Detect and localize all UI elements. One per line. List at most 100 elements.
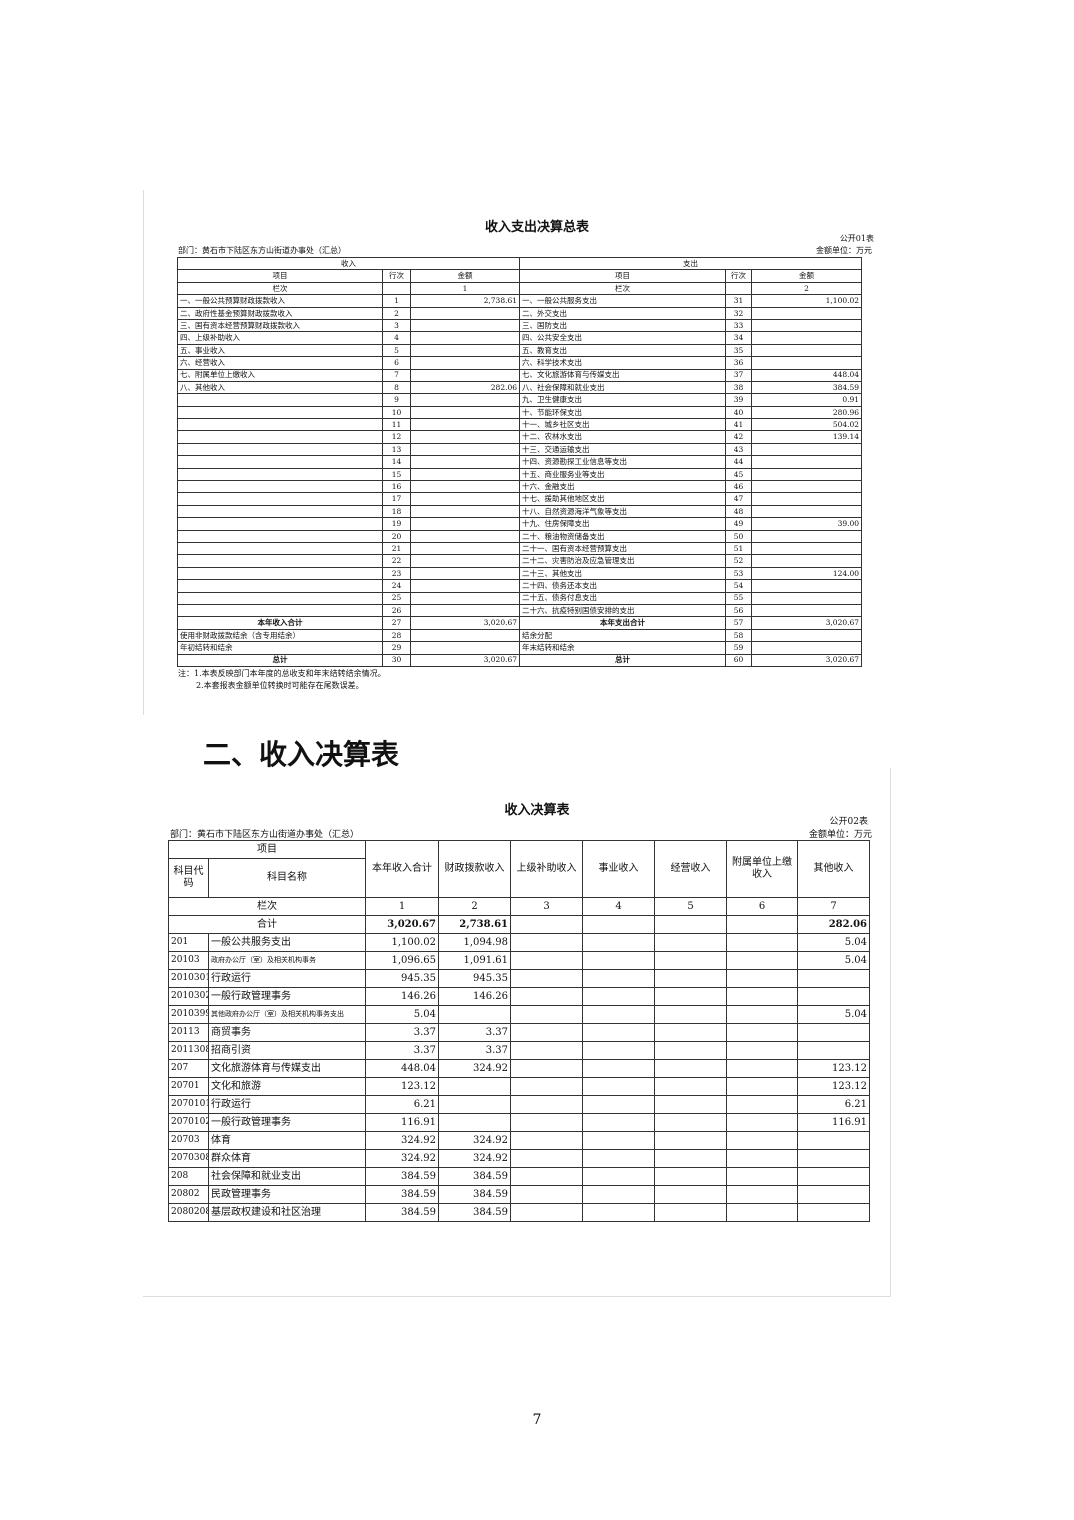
cell [409, 442, 521, 457]
cell: 53 [725, 566, 753, 581]
cell: 年末结转和结余 [519, 641, 727, 655]
row: 17 十七、援助其他地区支出 47 [177, 492, 863, 506]
row: 项目 行次 金额 项目 行次 金额 [177, 269, 863, 283]
cell [751, 628, 863, 643]
cell [409, 541, 521, 556]
cell: 60 [725, 653, 753, 667]
cell: 2 [438, 897, 511, 916]
cell: 栏次 [168, 897, 366, 916]
cell [726, 969, 798, 988]
cell: 51 [725, 541, 753, 556]
cell [409, 504, 521, 519]
cell: 35 [725, 343, 753, 358]
cell: 政府办公厅（室）及相关机构事务 [208, 951, 366, 970]
cell [582, 1023, 655, 1042]
cell: 栏次 [519, 281, 727, 296]
cell [510, 1131, 583, 1150]
cell: 384.59 [365, 1167, 439, 1186]
cell: 十八、自然资源海洋气象等支出 [519, 504, 727, 519]
cell [582, 1185, 655, 1204]
cell: 一般行政管理事务 [208, 987, 366, 1006]
cell: 使用非财政拨款结余（含专用结余） [177, 628, 383, 643]
cell: 二十四、债务还本支出 [519, 579, 727, 593]
cell: 13 [382, 442, 411, 457]
cell: 26 [382, 603, 411, 618]
row: 16 十六、金融支出 46 [177, 480, 863, 494]
cell: 1,100.02 [365, 933, 439, 952]
cell [177, 529, 383, 544]
table-title: 收入支出决算总表 [484, 220, 589, 235]
cell [409, 554, 521, 568]
row: 10 十、节能环保支出 40 280.96 [177, 405, 863, 420]
cell: 201 [168, 933, 209, 952]
row: 20103 政府办公厅（室）及相关机构事务 1,096.65 1,091.61 5.04 [168, 951, 870, 970]
cell: 1 [409, 281, 521, 296]
cell: 金额 [751, 269, 863, 283]
cell: 2,738.61 [409, 294, 521, 308]
cell [582, 951, 655, 970]
cell [751, 318, 863, 333]
cell: 行政运行 [208, 1095, 366, 1114]
cell [726, 933, 798, 952]
cell [177, 467, 383, 482]
cell: 36 [725, 356, 753, 370]
cell [438, 1095, 511, 1114]
cell [177, 455, 383, 469]
cell: 43 [725, 442, 753, 457]
row: 21 二十一、国有资本经营预算支出 51 [177, 541, 863, 556]
row: 本年收入合计 27 3,020.67 本年支出合计 57 3,020.67 [177, 616, 863, 630]
cell: 十五、商业服务业等支出 [519, 467, 727, 482]
row: 八、其他收入 8 282.06 八、社会保障和就业支出 38 384.59 [177, 380, 863, 395]
frame-line [143, 190, 144, 715]
cell: 15 [382, 467, 411, 482]
cell: 46 [725, 480, 753, 494]
cell: 22 [382, 554, 411, 568]
row: 使用非财政拨款结余（含专用结余） 28 结余分配 58 [177, 628, 863, 643]
cell [654, 1041, 727, 1060]
table-title: 收入决算表 [504, 803, 570, 818]
cell: 2011308 [168, 1041, 209, 1060]
cell [409, 492, 521, 506]
cell: 三、国防支出 [519, 318, 727, 333]
cell: 14 [382, 455, 411, 469]
cell: 41 [725, 418, 753, 432]
cell: 384.59 [438, 1203, 511, 1222]
cell: 3 [510, 897, 583, 916]
cell [751, 455, 863, 469]
cell [751, 529, 863, 544]
cell [797, 969, 870, 988]
cell [654, 1185, 727, 1204]
cell: 科目名称 [208, 858, 366, 898]
cell [177, 492, 383, 506]
cell: 59 [725, 641, 753, 655]
cell [654, 1023, 727, 1042]
cell: 123.12 [797, 1059, 870, 1078]
cell: 六、科学技术支出 [519, 356, 727, 370]
cell: 58 [725, 628, 753, 643]
cell [409, 628, 521, 643]
cell [797, 987, 870, 1006]
row: 14 十四、资源勘探工业信息等支出 44 [177, 455, 863, 469]
summary-table: 收入 支出 项目 行次 金额 项目 行次 金额 栏次 1 栏次 2 一、一般公共预算财政拨款收入 1 2,7… [176, 256, 863, 667]
cell: 十、节能环保支出 [519, 405, 727, 420]
cell [751, 442, 863, 457]
row: 23 二十三、其他支出 53 124.00 [177, 566, 863, 581]
cell [409, 517, 521, 531]
cell [409, 356, 521, 370]
cell [751, 591, 863, 605]
cell [751, 641, 863, 655]
income-table: 项目 本年收入合计 财政拨款收入 上级补助收入 事业收入 经营收入 附属单位上缴收入 其他收入… [168, 840, 870, 1222]
cell [654, 951, 727, 970]
cell: 7 [382, 368, 411, 382]
cell: 116.91 [797, 1113, 870, 1132]
cell: 十九、住房保障支出 [519, 517, 727, 531]
cell: 47 [725, 492, 753, 506]
cell: 55 [725, 591, 753, 605]
cell [797, 1167, 870, 1186]
row: 20701 文化和旅游 123.12 123.12 [168, 1077, 870, 1096]
cell [582, 1077, 655, 1096]
cell [510, 1113, 583, 1132]
cell: 2010301 [168, 969, 209, 988]
row: 12 十二、农林水支出 42 139.14 [177, 430, 863, 444]
